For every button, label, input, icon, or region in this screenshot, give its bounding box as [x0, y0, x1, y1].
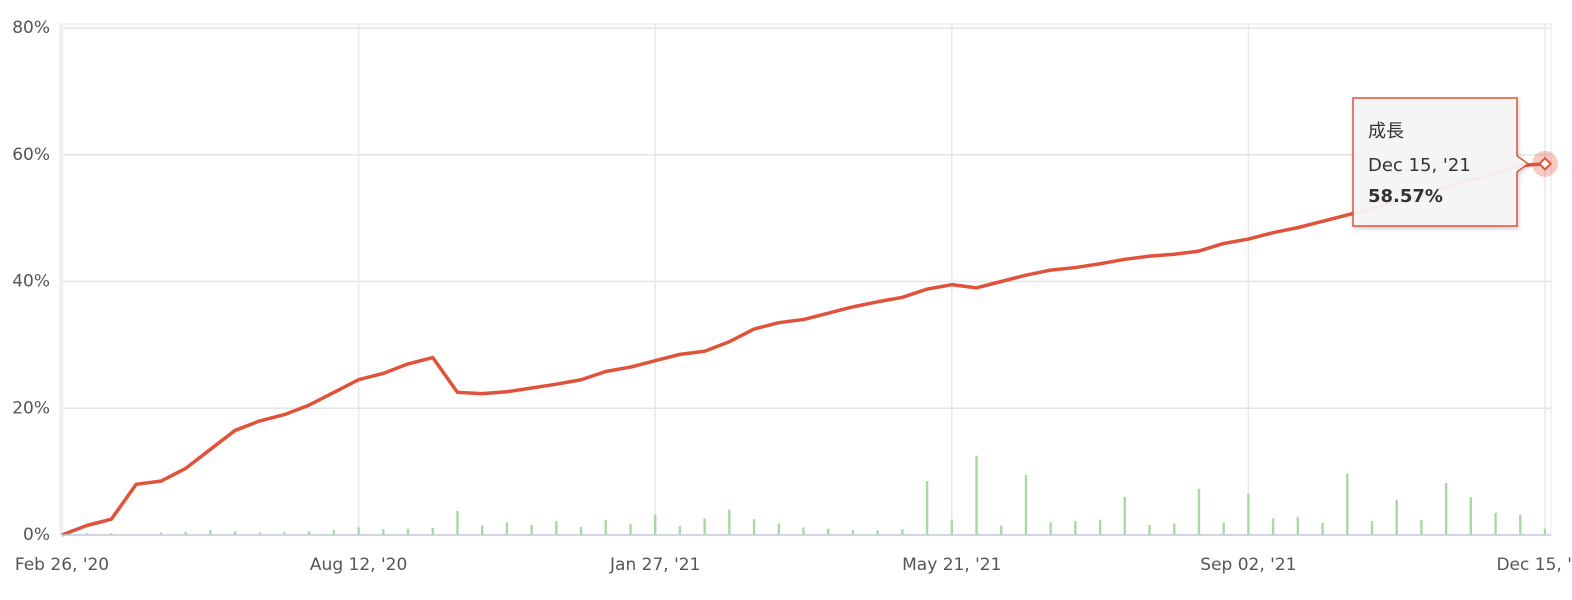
x-tick-label: Sep 02, '21 [1200, 555, 1296, 575]
y-tick-label: 0% [23, 525, 50, 545]
bar [1024, 474, 1028, 535]
bar [406, 528, 410, 535]
hover-point [1537, 156, 1553, 171]
tooltip-date: Dec 15, '21 [1368, 155, 1471, 176]
bar [1222, 522, 1225, 535]
bar [85, 533, 88, 535]
bar [827, 528, 830, 535]
bar [555, 521, 558, 535]
bar [233, 531, 237, 535]
bar [1395, 500, 1398, 535]
bar [332, 529, 336, 535]
bar [1247, 493, 1250, 535]
bar [258, 532, 261, 535]
bar [1296, 517, 1300, 535]
bar [1049, 522, 1052, 535]
bar [901, 529, 904, 535]
y-tick-label: 80% [12, 18, 50, 38]
bar [925, 481, 929, 535]
y-tick-label: 60% [12, 145, 50, 165]
bar [307, 531, 311, 535]
y-tick-label: 20% [12, 398, 50, 418]
bar [530, 524, 533, 535]
bar [851, 529, 855, 535]
bar [1346, 473, 1349, 535]
bar [1074, 521, 1077, 535]
x-tick-label: May 21, '21 [902, 555, 1001, 575]
x-tick-label: Aug 12, '20 [310, 555, 407, 575]
bar [1543, 528, 1547, 535]
tooltip: 成長 Dec 15, '21 58.57% [1352, 97, 1530, 227]
bar [480, 525, 484, 535]
bar [1370, 521, 1374, 535]
bar [802, 527, 805, 535]
x-tick-label: Dec 15, '21 [1496, 555, 1572, 575]
bar [1148, 524, 1151, 535]
bar [1444, 483, 1448, 535]
bar [654, 514, 657, 535]
bar [703, 518, 706, 535]
bar [975, 455, 978, 535]
bar [283, 531, 286, 535]
tooltip-title: 成長 [1368, 121, 1404, 142]
bar [1519, 514, 1522, 535]
bar [431, 528, 434, 535]
bar [1271, 518, 1275, 535]
bar [209, 529, 212, 535]
bar [777, 523, 780, 535]
bar [579, 526, 583, 535]
bar [159, 532, 163, 535]
bar [456, 510, 459, 535]
bar [950, 519, 953, 535]
y-tick-label: 40% [12, 272, 50, 292]
bar [1321, 522, 1324, 535]
bar [728, 509, 731, 535]
bar [752, 519, 756, 535]
x-tick-label: Jan 27, '21 [609, 555, 700, 575]
bar [382, 529, 385, 535]
bar [505, 522, 509, 535]
bar [1420, 519, 1423, 535]
plot-area [59, 23, 1552, 536]
bar [1494, 512, 1497, 535]
bar [1173, 523, 1176, 535]
tooltip-value: 58.57% [1368, 186, 1443, 207]
bar [876, 530, 879, 535]
bar [1469, 496, 1473, 535]
bar [629, 524, 632, 535]
bar [1197, 488, 1201, 535]
x-tick-label: Feb 26, '20 [15, 555, 109, 575]
tooltip-box [1352, 97, 1530, 227]
bar [604, 519, 607, 535]
bar [1000, 525, 1003, 535]
line [61, 162, 1546, 537]
bar [184, 531, 187, 535]
bar [678, 526, 682, 535]
bar [1123, 496, 1127, 535]
bar [110, 533, 113, 535]
bar [357, 527, 360, 535]
bar [1098, 519, 1102, 535]
